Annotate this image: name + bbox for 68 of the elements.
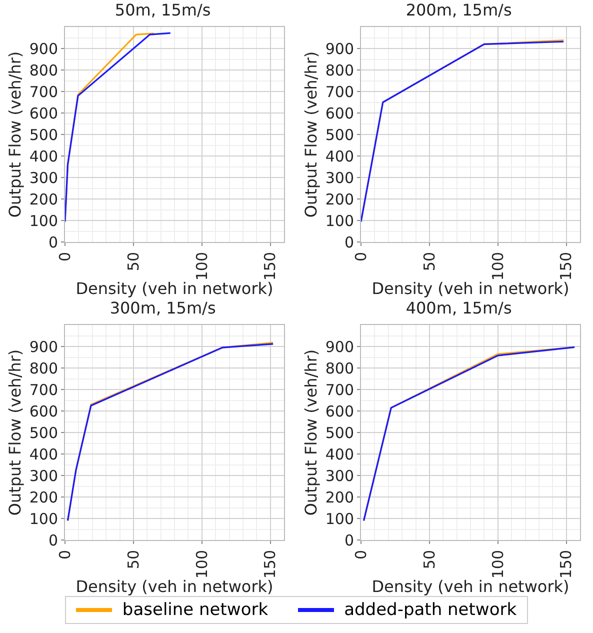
legend-label: baseline network — [122, 600, 268, 620]
y-tick-label: 600 — [29, 402, 58, 420]
y-axis-title: Output Flow (veh/hr) — [5, 51, 24, 218]
y-tick-label: 700 — [29, 82, 58, 101]
y-tick-label: 400 — [29, 445, 58, 464]
y-tick-label: 800 — [29, 359, 58, 378]
y-tick-label: 400 — [325, 445, 354, 464]
y-tick-label: 600 — [325, 402, 354, 420]
x-tick-label: 0 — [56, 550, 74, 560]
x-tick-label: 150 — [261, 252, 280, 281]
x-tick-label: 100 — [192, 550, 211, 579]
y-tick-label: 300 — [325, 168, 354, 187]
y-tick-label: 200 — [325, 190, 354, 208]
x-tick-label: 50 — [124, 252, 142, 272]
y-axis-title: Output Flow (veh/hr) — [301, 51, 320, 218]
x-axis-title: Density (veh in network) — [76, 577, 274, 596]
chart-title: 200m, 15m/s — [406, 0, 512, 20]
y-tick-label: 700 — [325, 380, 354, 399]
x-tick-label: 0 — [56, 252, 74, 262]
y-tick-label: 200 — [29, 488, 58, 506]
y-tick-label: 900 — [325, 40, 354, 58]
y-tick-label: 800 — [325, 61, 354, 80]
y-tick-label: 100 — [325, 510, 354, 528]
y-axis-title: Output Flow (veh/hr) — [5, 349, 24, 516]
y-tick-label: 500 — [29, 424, 58, 442]
chart-title: 50m, 15m/s — [114, 0, 211, 20]
y-tick-label: 900 — [29, 338, 58, 356]
y-tick-label: 700 — [29, 380, 58, 399]
y-tick-label: 300 — [29, 466, 58, 485]
y-tick-label: 300 — [325, 466, 354, 485]
x-tick-label: 50 — [420, 550, 438, 570]
y-tick-label: 900 — [29, 40, 58, 58]
x-tick-label: 0 — [352, 550, 370, 560]
x-tick-label: 50 — [124, 550, 142, 570]
y-tick-label: 700 — [325, 82, 354, 101]
y-tick-label: 400 — [29, 147, 58, 166]
y-tick-label: 800 — [29, 61, 58, 80]
line-series — [65, 32, 172, 222]
y-tick-label: 600 — [29, 104, 58, 122]
x-tick-label: 150 — [557, 550, 576, 579]
x-tick-label: 0 — [352, 252, 370, 262]
y-tick-label: 200 — [29, 190, 58, 208]
y-tick-label: 500 — [325, 126, 354, 144]
x-axis-title: Density (veh in network) — [76, 279, 274, 298]
y-tick-label: 100 — [325, 212, 354, 230]
y-tick-label: 800 — [325, 359, 354, 378]
y-tick-label: 300 — [29, 168, 58, 187]
x-axis-title: Density (veh in network) — [372, 279, 570, 298]
y-tick-label: 100 — [29, 510, 58, 528]
y-axis-title: Output Flow (veh/hr) — [301, 349, 320, 516]
x-tick-label: 150 — [261, 550, 280, 579]
x-tick-label: 150 — [557, 252, 576, 281]
x-tick-label: 100 — [488, 550, 507, 579]
y-tick-label: 100 — [29, 212, 58, 230]
y-tick-label: 200 — [325, 488, 354, 506]
y-tick-label: 600 — [325, 104, 354, 122]
x-tick-label: 100 — [192, 252, 211, 281]
x-axis-title: Density (veh in network) — [372, 577, 570, 596]
chart-title: 400m, 15m/s — [406, 298, 512, 318]
chart-title: 300m, 15m/s — [110, 298, 216, 318]
y-tick-label: 500 — [325, 424, 354, 442]
y-tick-label: 500 — [29, 126, 58, 144]
x-tick-label: 100 — [488, 252, 507, 281]
y-tick-label: 400 — [325, 147, 354, 166]
legend-label: added-path network — [344, 600, 517, 620]
x-tick-label: 50 — [420, 252, 438, 272]
line-series — [362, 346, 576, 522]
y-tick-label: 900 — [325, 338, 354, 356]
